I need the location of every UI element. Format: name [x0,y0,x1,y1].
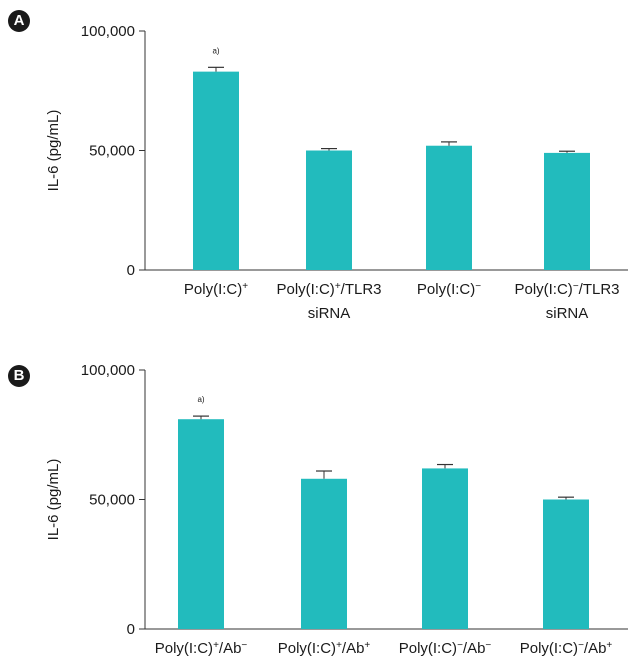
y-axis-label-b: IL-6 (pg/mL) [45,459,62,541]
y-axis-label-a: IL-6 (pg/mL) [45,110,62,192]
panel-a: A 0 50,000 100,000 IL-6 (pg/mL) Poly(I:C)+ Po… [8,10,628,322]
x-tick-label-b-1: Poly(I:C)+/Ab+ [278,640,371,658]
bar-b-0 [178,419,224,629]
y-tick-label-b: 0 [127,621,135,638]
bar-a-3 [544,152,590,270]
bar-a-1 [306,150,352,270]
panel-a-label: A [8,10,30,32]
x-tick-label-b-2: Poly(I:C)−/Ab− [399,640,492,658]
bar-b-2 [422,468,468,629]
y-tick-label-a: 50,000 [89,143,135,160]
chart-b: 0 50,000 100,000 IL-6 (pg/mL) Poly(I:C)+/Ab−… [45,362,628,658]
x-tick-label-a-2: Poly(I:C)− [417,281,481,299]
chart-a: 0 50,000 100,000 IL-6 (pg/mL) Poly(I:C)+ Poly… [45,23,628,322]
x-tick-label-a-3: Poly(I:C)−/TLR3 [514,281,619,299]
bar-a-0 [193,71,239,270]
x-tick-label-a-0: Poly(I:C)+ [184,281,248,299]
x-tick-label-b-3: Poly(I:C)−/Ab+ [520,640,613,658]
x-tick-label-line2-a-1: siRNA [308,305,351,322]
bar-b-3 [543,499,589,629]
significance-mark-a: a) [212,46,219,55]
x-tick-label-a-1: Poly(I:C)+/TLR3 [276,281,381,299]
y-tick-label-b: 100,000 [81,362,135,379]
y-tick-label-a: 100,000 [81,23,135,40]
bar-b-1 [301,478,347,629]
x-tick-label-line2-a-3: siRNA [546,305,589,322]
x-tick-label-b-0: Poly(I:C)+/Ab− [155,640,248,658]
panel-b: B 0 50,000 100,000 IL-6 (pg/mL) Poly(I:C)+/A… [0,330,638,660]
y-tick-label-a: 0 [127,262,135,279]
bar-a-2 [426,145,472,270]
y-tick-label-b: 50,000 [89,492,135,509]
panel-b-label: B [8,365,30,387]
significance-mark-b: a) [197,395,204,404]
